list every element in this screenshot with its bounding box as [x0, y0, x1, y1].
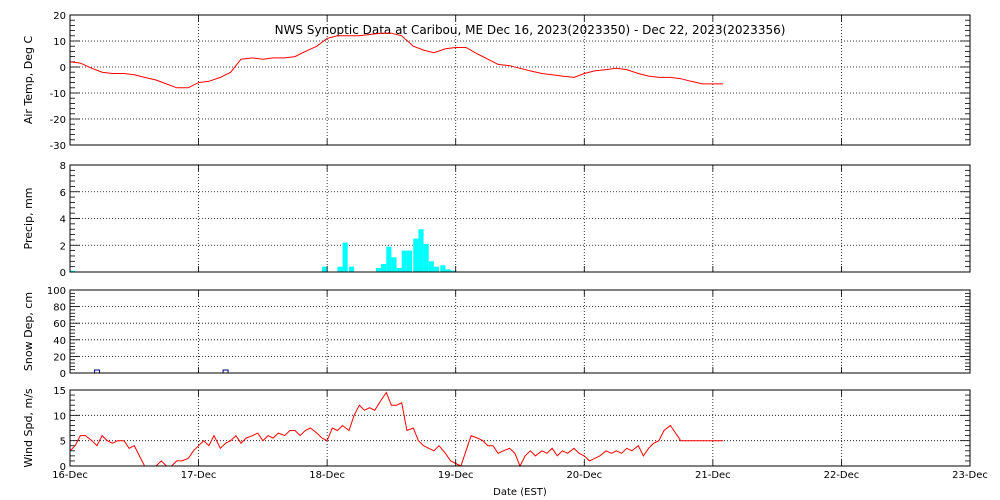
y-tick-label: -20	[50, 115, 66, 126]
y-tick-label: 60	[53, 319, 66, 330]
y-tick-label: 4	[60, 215, 66, 226]
y-tick-label: -30	[50, 141, 66, 152]
y-tick-label: 15	[53, 386, 66, 397]
precip-bar	[440, 265, 446, 272]
precip-bar	[450, 270, 456, 272]
precip-bar	[349, 266, 355, 272]
panel-frame	[69, 14, 971, 146]
precip-bar	[70, 270, 76, 272]
precip-bar	[445, 269, 451, 272]
precip-bar	[391, 257, 397, 272]
precip-bar	[342, 242, 348, 272]
panel-temp: 20 10 0 -10 -20 -30 Air Temp, Deg C	[22, 11, 971, 152]
y-tick-label: 6	[60, 188, 66, 199]
x-tick-label: 21-Dec	[695, 470, 731, 481]
y-tick-label: 0	[60, 462, 66, 473]
x-tick-label: 17-Dec	[181, 470, 217, 481]
panel-precip: 8 6 4 2 0 Precip, mm	[22, 161, 971, 279]
precip-bar	[381, 263, 387, 272]
y-axis-label: Precip, mm	[22, 188, 35, 250]
y-tick-label: 100	[47, 286, 66, 297]
precip-bar	[406, 250, 412, 272]
y-tick-label: 80	[53, 303, 66, 314]
series-line-temp	[69, 32, 724, 89]
precip-bar	[376, 267, 382, 272]
y-tick-label: 8	[60, 161, 66, 172]
x-tick-label: 20-Dec	[566, 470, 602, 481]
panel-wind: 15 10 5 0 Wind Spd, m/s	[22, 386, 971, 473]
y-tick-label: 10	[53, 411, 66, 422]
precip-bar	[401, 250, 407, 272]
precip-bar	[396, 267, 402, 272]
y-axis-label: Air Temp, Deg C	[22, 36, 35, 125]
series-line-wind	[69, 391, 724, 468]
y-axis-label: Wind Spd, m/s	[22, 388, 35, 468]
y-axis-label: Snow Dep, cm	[22, 292, 35, 371]
y-tick-label: -10	[50, 89, 66, 100]
panel-frame	[69, 164, 971, 273]
precip-bar	[418, 229, 424, 272]
precip-bar	[423, 243, 429, 272]
x-tick-label: 18-Dec	[309, 470, 345, 481]
precip-bar	[337, 266, 343, 272]
chart-title: NWS Synoptic Data at Caribou, ME Dec 16,…	[275, 23, 786, 37]
panel-snow: 100 80 60 40 20 0 Snow Dep, cm	[22, 286, 971, 380]
y-tick-label: 10	[53, 37, 66, 48]
y-tick-label: 0	[60, 369, 66, 380]
x-tick-label: 23-Dec	[952, 470, 988, 481]
precip-bar	[386, 246, 392, 272]
precip-bar	[428, 261, 434, 272]
x-axis-label: Date (EST)	[493, 487, 547, 498]
y-tick-label: 0	[60, 63, 66, 74]
precip-bar	[413, 238, 419, 272]
precip-bar	[433, 266, 439, 272]
x-axis: 16-Dec 17-Dec 18-Dec 19-Dec 20-Dec 21-Dec 22-D…	[52, 470, 988, 481]
y-tick-label: 0	[60, 268, 66, 279]
y-tick-label: 2	[60, 241, 66, 252]
y-tick-label: 20	[53, 352, 66, 363]
precip-bar	[322, 266, 328, 272]
panel-frame	[69, 389, 971, 467]
y-tick-label: 20	[53, 11, 66, 22]
y-tick-label: 5	[60, 437, 66, 448]
panel-frame	[69, 289, 971, 374]
x-tick-label: 22-Dec	[824, 470, 860, 481]
y-tick-label: 40	[53, 336, 66, 347]
x-tick-label: 16-Dec	[52, 470, 88, 481]
x-tick-label: 19-Dec	[438, 470, 474, 481]
